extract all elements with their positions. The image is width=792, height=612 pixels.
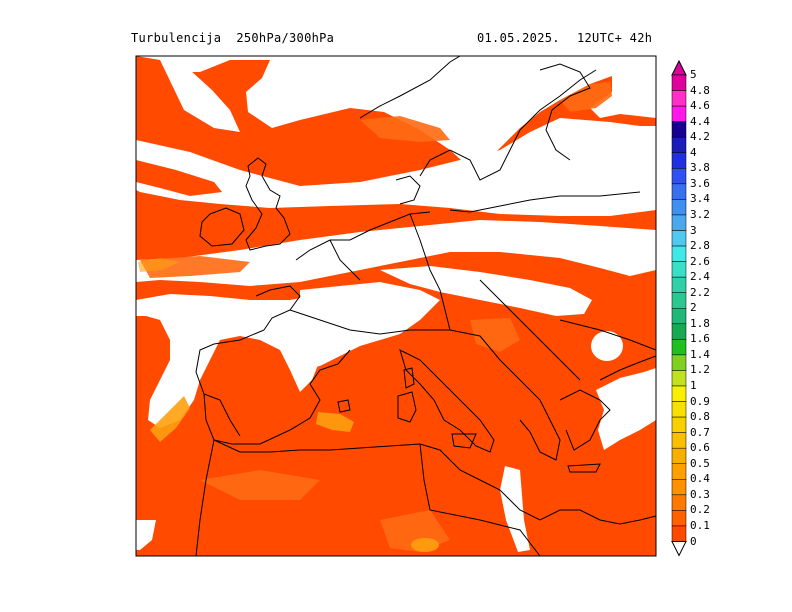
legend-swatch [671, 510, 687, 527]
legend-label: 4.2 [690, 130, 710, 144]
legend-label: 0.9 [690, 394, 710, 408]
legend-label: 0.2 [690, 503, 710, 517]
legend-label: 3.8 [690, 161, 710, 175]
legend-label: 0.8 [690, 410, 710, 424]
legend-label: 0.4 [690, 472, 710, 486]
legend-label: 1.4 [690, 347, 710, 361]
legend-swatch [671, 245, 687, 262]
legend-min-arrow [671, 541, 687, 557]
legend-swatch [671, 261, 687, 278]
legend-swatch [671, 525, 687, 542]
legend-label: 4.6 [690, 99, 710, 113]
legend-swatch [671, 183, 687, 200]
legend-label: 0.5 [690, 456, 710, 470]
legend-swatch [671, 494, 687, 511]
legend-swatch [671, 152, 687, 169]
legend-label: 2 [690, 301, 697, 315]
legend-label: 4.8 [690, 83, 710, 97]
map-frame [135, 55, 657, 557]
legend-label: 2.6 [690, 254, 710, 268]
chart-title: Turbulencija 250hPa/300hPa [131, 31, 335, 45]
legend-swatch [671, 339, 687, 356]
legend-label: 2.4 [690, 270, 710, 284]
legend-swatch [671, 136, 687, 153]
legend-swatch [671, 230, 687, 247]
legend-label: 0.1 [690, 518, 710, 532]
legend-swatch [671, 214, 687, 231]
legend-swatch [671, 354, 687, 371]
legend-label: 2.2 [690, 285, 710, 299]
legend-swatch [671, 276, 687, 293]
legend-label: 1.8 [690, 316, 710, 330]
legend-label: 0 [690, 534, 697, 548]
legend-label: 4.4 [690, 114, 710, 128]
legend-swatch [671, 447, 687, 465]
no-turbulence-regions [136, 56, 656, 552]
legend-swatch [671, 479, 687, 496]
legend-swatch [671, 308, 687, 325]
forecast-run-time: 12UTC+ 42h [577, 31, 653, 45]
legend-swatch [671, 90, 687, 107]
legend-swatch [671, 401, 687, 418]
legend-label: 3 [690, 223, 697, 237]
legend-swatch [671, 323, 687, 340]
legend-label: 1.2 [690, 363, 710, 377]
legend-label: 2.8 [690, 239, 710, 253]
turbulence-moderate-spots [138, 258, 439, 552]
forecast-date: 01.05.2025. [477, 31, 560, 45]
coastlines-and-borders [195, 56, 656, 556]
legend-swatch [671, 105, 687, 122]
legend-swatch [671, 199, 687, 216]
legend-label: 1.6 [690, 332, 710, 346]
legend-swatch [671, 168, 687, 185]
legend-swatch [671, 292, 687, 309]
legend-label: 4 [690, 145, 697, 159]
legend-label: 3.6 [690, 176, 710, 190]
legend-swatch [671, 463, 687, 480]
legend-label: 3.2 [690, 207, 710, 221]
legend-label: 0.6 [690, 441, 710, 455]
legend-label: 3.4 [690, 192, 710, 206]
legend-max-arrow [671, 59, 687, 76]
legend-swatch [671, 432, 687, 449]
legend-swatch [671, 385, 687, 402]
legend-label: 5 [690, 68, 697, 81]
legend-label: 1 [690, 379, 697, 392]
legend-swatch [671, 370, 687, 387]
legend-label: 0.7 [690, 425, 710, 439]
legend-swatch [671, 121, 687, 138]
legend-swatch [671, 416, 687, 433]
legend-swatch [671, 74, 687, 91]
legend-label: 0.3 [690, 487, 710, 501]
